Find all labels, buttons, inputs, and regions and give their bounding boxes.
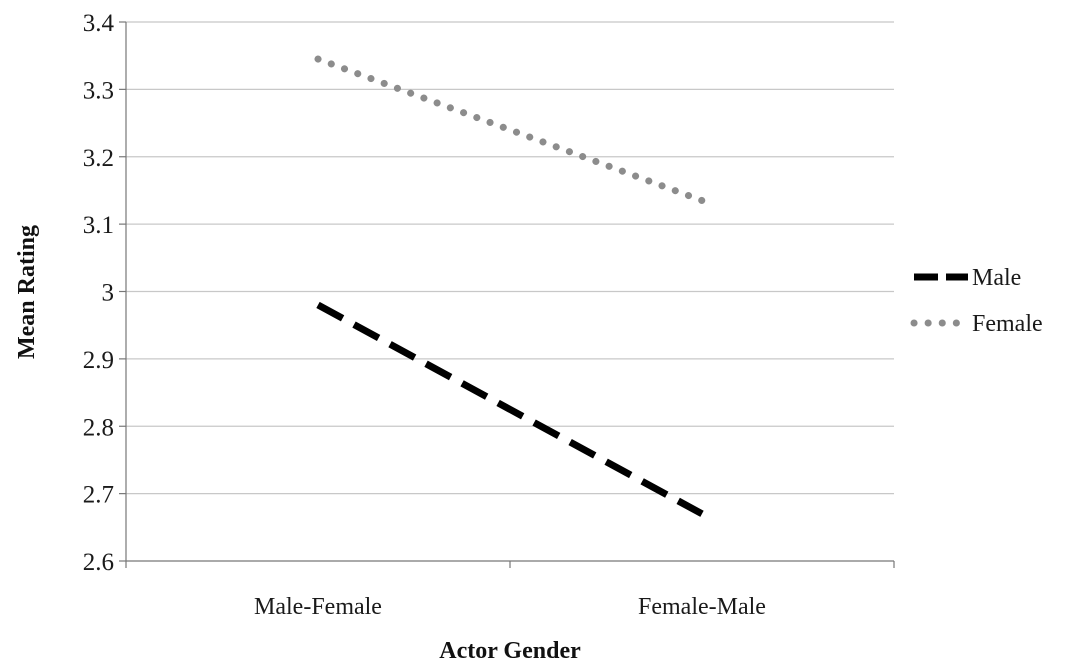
y-tick-label: 3.4 [83,10,115,37]
y-tick-label: 2.9 [83,347,114,374]
y-tick-label: 3.3 [83,77,114,104]
legend-label-male: Male [972,265,1021,291]
y-tick-label: 3.1 [83,212,114,239]
x-tick-label: Female-Male [638,594,766,620]
y-tick-label: 3.2 [83,145,114,172]
legend-label-female: Female [972,311,1043,337]
series-lines [314,55,706,517]
y-axis-title: Mean Rating [14,225,40,359]
gridlines [126,21,894,495]
series-line-female [314,55,706,205]
y-tick-label: 2.7 [83,482,114,509]
y-tick-label: 2.8 [83,414,114,441]
series-line-male [316,301,704,517]
y-tick-label: 2.6 [83,549,114,576]
x-tick-label: Male-Female [254,594,382,620]
x-axis-title: Actor Gender [439,638,581,664]
x-ticks: Male-Female Female-Male [125,561,895,620]
y-ticks: 2.6 2.7 2.8 2.9 3 3.1 3.2 3.3 3.4 [83,10,126,576]
legend: Male Female [910,265,1043,337]
y-tick-label: 3 [102,280,115,307]
